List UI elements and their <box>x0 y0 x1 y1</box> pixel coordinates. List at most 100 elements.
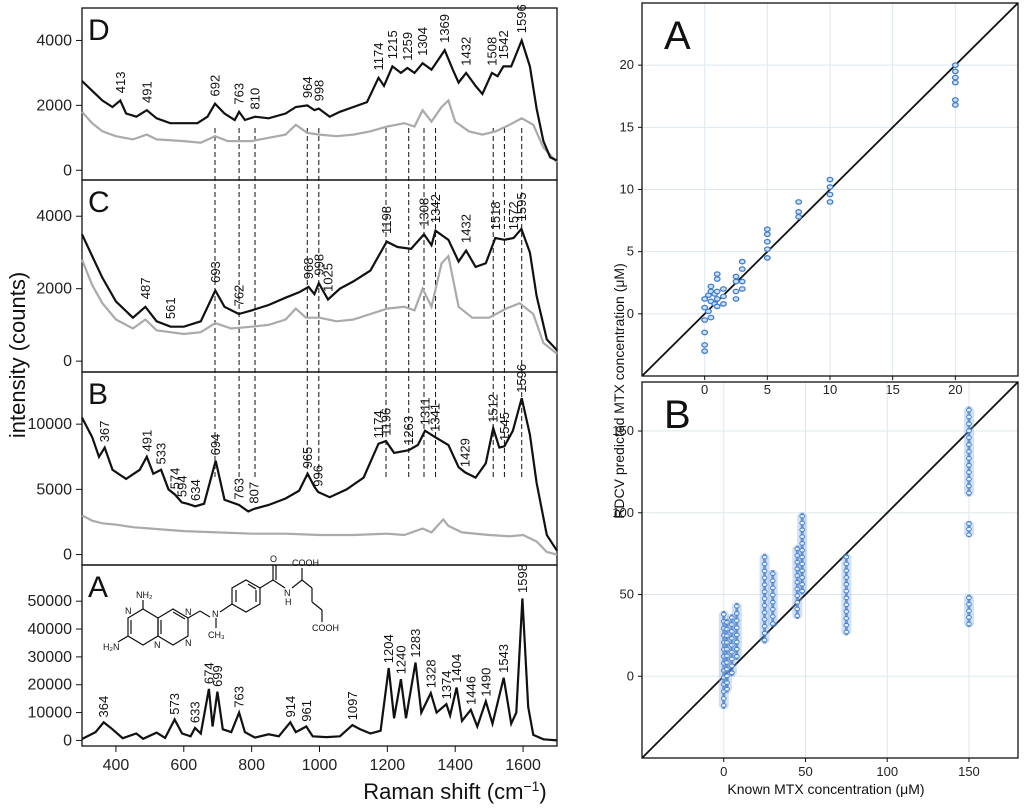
data-point <box>720 612 727 617</box>
data-point <box>966 532 972 537</box>
x-tick-label: 1000 <box>302 757 338 774</box>
peak-label: 1369 <box>437 14 452 43</box>
data-point <box>720 696 727 701</box>
data-point <box>966 414 972 420</box>
y-tick-label: 20 <box>620 57 634 72</box>
data-point <box>761 589 768 594</box>
peak-label: 634 <box>188 479 203 501</box>
peak-label: 1542 <box>496 30 511 59</box>
data-point <box>713 276 721 282</box>
data-point <box>701 304 709 311</box>
data-point <box>713 271 721 277</box>
data-point <box>843 554 850 560</box>
data-point <box>794 600 801 605</box>
data-point <box>761 561 768 567</box>
data-point <box>720 293 727 300</box>
peak-label: 1598 <box>515 564 530 593</box>
data-point <box>701 296 709 302</box>
peak-label: 694 <box>208 434 223 456</box>
data-point <box>733 625 740 630</box>
peak-label: 1328 <box>423 659 438 688</box>
data-point <box>738 266 746 272</box>
peak-label: 633 <box>188 701 203 723</box>
data-point <box>732 278 740 285</box>
data-point <box>724 687 730 692</box>
data-point <box>701 348 709 354</box>
data-point <box>761 582 768 588</box>
molecule-labels: NH₂ H₂N N N N N N CH₃ O N H COOH COOH <box>103 554 339 652</box>
peak-label: 810 <box>248 88 263 110</box>
y-tick-label: 100 <box>612 505 634 520</box>
data-point <box>794 546 801 552</box>
data-point <box>738 278 746 285</box>
data-point <box>729 663 735 669</box>
data-point <box>707 283 715 290</box>
peak-label: 914 <box>283 696 298 718</box>
peak-label: 561 <box>163 297 178 319</box>
data-point <box>724 646 730 652</box>
x-tick-label: 150 <box>958 764 980 779</box>
data-point <box>729 642 735 648</box>
peak-label: 1429 <box>458 438 473 467</box>
peak-label: 1404 <box>449 654 464 683</box>
peak-label: 763 <box>232 83 247 105</box>
data-point <box>795 209 803 215</box>
data-point <box>951 74 959 81</box>
y-tick-label: 0 <box>63 353 72 370</box>
peak-label: 1543 <box>496 644 511 673</box>
data-point <box>794 606 801 612</box>
data-point <box>704 308 712 315</box>
data-point <box>843 629 850 635</box>
data-point <box>843 588 850 594</box>
mol-label-n3: N <box>185 607 192 617</box>
data-point <box>826 176 834 183</box>
peak-label: 1596 <box>514 4 529 33</box>
black-spectrum-line <box>81 397 558 552</box>
data-point <box>761 624 768 629</box>
data-point <box>966 407 972 413</box>
peak-label: 961 <box>299 700 314 722</box>
peak-label: 1263 <box>401 416 416 445</box>
mol-label-h2n: H₂N <box>103 642 120 652</box>
data-point <box>966 428 972 433</box>
data-point <box>761 610 768 615</box>
peak-label: 487 <box>138 277 153 299</box>
data-point <box>769 578 776 583</box>
data-point <box>966 490 972 496</box>
data-point <box>966 621 972 627</box>
data-point <box>732 273 740 280</box>
data-point <box>733 618 740 623</box>
peak-label: 1196 <box>379 408 394 436</box>
data-point <box>761 617 768 622</box>
mol-label-h: H <box>285 597 292 607</box>
x-axis-title: Raman shift (cm−1) <box>363 778 546 804</box>
data-point <box>966 526 972 532</box>
data-point <box>799 582 806 587</box>
y-tick-label: 50 <box>620 587 634 602</box>
data-point <box>966 469 972 475</box>
data-point <box>799 575 806 580</box>
data-point <box>729 615 735 620</box>
x-tick-label: 800 <box>238 757 265 774</box>
data-point <box>769 599 776 605</box>
peak-label: 1490 <box>478 668 493 697</box>
data-point <box>966 608 972 614</box>
data-point <box>738 286 746 292</box>
data-point <box>799 568 806 573</box>
data-point <box>799 527 806 533</box>
data-point <box>799 520 806 526</box>
data-point <box>707 314 715 321</box>
y-tick-label: 30000 <box>28 649 73 666</box>
y-tick-label: 2000 <box>36 97 72 114</box>
data-point <box>724 680 730 685</box>
data-point <box>729 649 735 655</box>
y-tick-label: 10 <box>620 182 634 197</box>
x-tick-label: 1200 <box>370 757 406 774</box>
peak-label: 491 <box>139 81 154 103</box>
data-point <box>794 553 801 558</box>
data-point <box>966 476 972 482</box>
x-tick-label: 100 <box>876 764 898 779</box>
x-tick-label: 0 <box>720 764 727 779</box>
